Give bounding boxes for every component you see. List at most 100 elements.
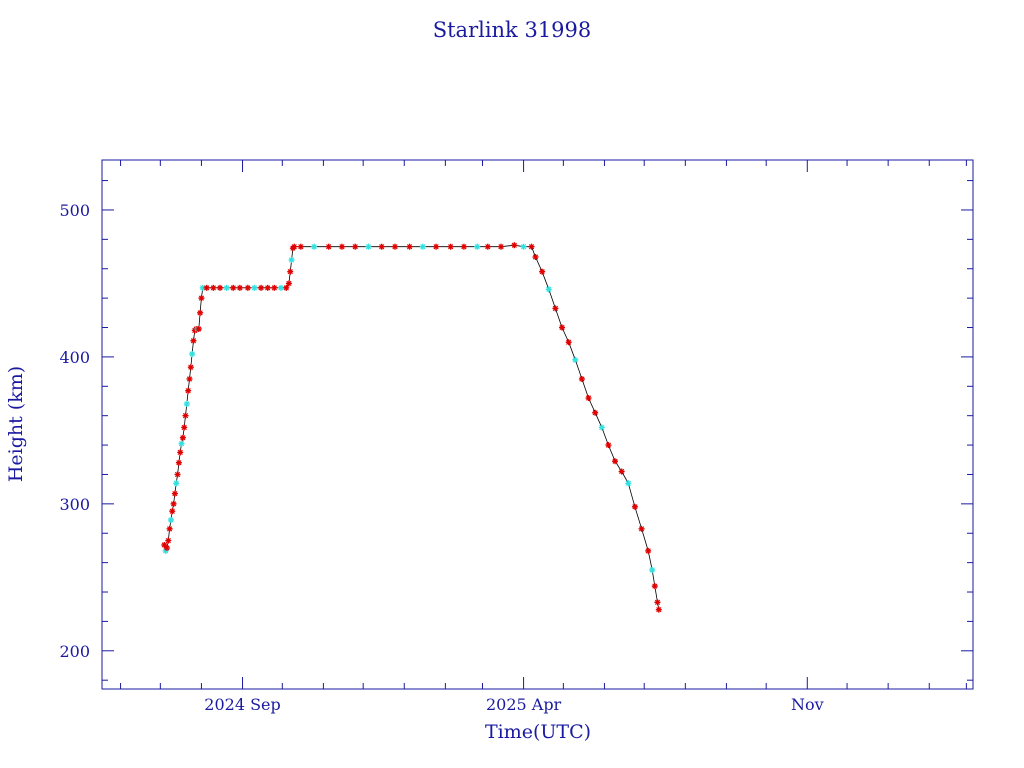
data-point: [592, 409, 599, 416]
data-point: [163, 544, 170, 551]
data-point: [528, 243, 535, 250]
y-axis-label: Height (km): [5, 366, 27, 482]
data-point: [520, 243, 527, 250]
data-point: [277, 284, 284, 291]
data-point: [605, 442, 612, 449]
data-point: [654, 599, 661, 606]
data-point: [169, 508, 176, 515]
data-point: [179, 434, 186, 441]
chart-title: Starlink 31998: [433, 18, 592, 42]
data-point: [433, 243, 440, 250]
data-point: [484, 243, 491, 250]
data-point: [545, 286, 552, 293]
data-point: [638, 525, 645, 532]
data-point: [203, 284, 210, 291]
data-point: [288, 256, 295, 263]
data-point: [166, 525, 173, 532]
data-point: [210, 284, 217, 291]
data-point: [199, 284, 206, 291]
data-point: [612, 458, 619, 465]
data-point: [578, 375, 585, 382]
data-point: [197, 309, 204, 316]
data-point: [559, 324, 566, 331]
data-point: [251, 284, 258, 291]
series-line: [163, 244, 660, 610]
data-point: [552, 305, 559, 312]
x-axis-label: Time(UTC): [485, 721, 591, 743]
y-tick-label: 500: [59, 201, 90, 220]
data-point: [618, 468, 625, 475]
data-point: [165, 537, 172, 544]
data-point: [181, 424, 188, 431]
data-point: [419, 243, 426, 250]
data-point: [258, 284, 265, 291]
data-point: [651, 583, 658, 590]
data-point: [532, 253, 539, 260]
data-point: [287, 268, 294, 275]
data-point: [182, 412, 189, 419]
data-point: [572, 356, 579, 363]
y-tick-label: 300: [59, 495, 90, 514]
data-point: [498, 243, 505, 250]
data-point: [167, 517, 174, 524]
data-point: [291, 243, 298, 250]
data-point: [195, 325, 202, 332]
data-point: [177, 449, 184, 456]
data-point: [655, 606, 662, 613]
data-point: [378, 243, 385, 250]
x-axis: 2024 Sep 2025 Apr Nov: [120, 160, 967, 714]
x-tick-label: Nov: [791, 695, 824, 714]
x-tick-label: 2025 Apr: [486, 695, 562, 714]
data-point: [174, 471, 181, 478]
data-point: [311, 243, 318, 250]
data-point: [585, 395, 592, 402]
data-point: [185, 387, 192, 394]
data-point: [474, 243, 481, 250]
data-point: [460, 243, 467, 250]
data-point: [198, 295, 205, 302]
data-point: [325, 243, 332, 250]
data-line-group: [163, 244, 660, 610]
data-point: [391, 243, 398, 250]
data-point: [598, 424, 605, 431]
data-point: [539, 268, 546, 275]
data-point: [447, 243, 454, 250]
data-point: [649, 566, 656, 573]
data-point: [230, 284, 237, 291]
data-point: [186, 375, 193, 382]
data-point: [511, 242, 518, 249]
data-point: [236, 284, 243, 291]
data-point: [178, 440, 185, 447]
data-point: [565, 339, 572, 346]
data-point: [365, 243, 372, 250]
data-point: [264, 284, 271, 291]
data-point: [406, 243, 413, 250]
data-point: [297, 243, 304, 250]
data-point: [170, 500, 177, 507]
data-point: [171, 490, 178, 497]
y-axis: 200 300 400 500: [59, 180, 973, 681]
data-point: [352, 243, 359, 250]
data-point: [175, 459, 182, 466]
data-point: [183, 400, 190, 407]
data-point: [625, 480, 632, 487]
data-point: [645, 547, 652, 554]
data-point: [190, 337, 197, 344]
data-point: [216, 284, 223, 291]
data-point: [173, 480, 180, 487]
y-tick-label: 400: [59, 348, 90, 367]
y-tick-label: 200: [59, 642, 90, 661]
data-point: [244, 284, 251, 291]
data-point: [285, 280, 292, 287]
x-tick-label: 2024 Sep: [204, 695, 280, 714]
data-point: [223, 284, 230, 291]
plot-frame: [101, 159, 974, 690]
data-point-group: [161, 242, 662, 613]
data-point: [271, 284, 278, 291]
data-point: [187, 364, 194, 371]
data-point: [283, 284, 290, 291]
data-point: [189, 350, 196, 357]
data-point: [631, 503, 638, 510]
data-point: [338, 243, 345, 250]
